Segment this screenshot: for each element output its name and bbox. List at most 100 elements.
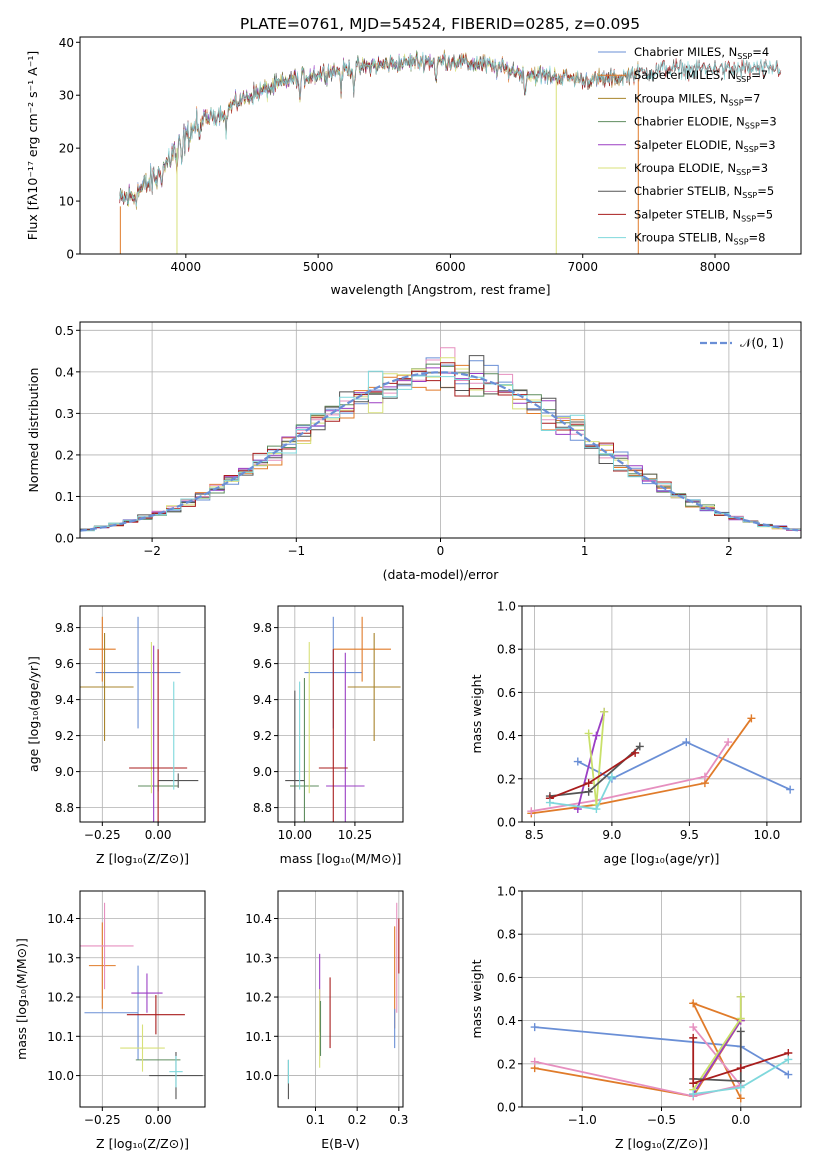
y-tick-label: 0.4 [497,729,516,743]
legend-text: Kroupa MILES, N [634,91,729,105]
axes-frame [79,890,206,1108]
x-tick-label: 0.00 [145,1113,172,1127]
axes-frame [277,890,404,1108]
x-tick-label: 9.5 [680,828,699,842]
axes-frame [79,36,802,255]
x-tick-label: 0.2 [348,1113,367,1127]
legend-suffix: =3 [751,161,768,175]
x-axis-label: (data-model)/error [383,567,500,582]
axes-frame [277,605,404,823]
y-tick-label: 8.8 [253,801,272,815]
x-tick-label: 0.3 [389,1113,408,1127]
y-tick-label: 10.0 [245,1069,272,1083]
mass-vs-z-panel: −0.25 0.00 10.0 10.1 10.2 10.3 10.4 Z [log₁₀(Z/… [14,890,206,1151]
y-tick-label: 9.6 [253,657,272,671]
y-tick-label: 10.1 [245,1030,272,1044]
y-tick-label: 9.4 [55,693,74,707]
y-tick-label: 0.1 [55,490,74,504]
legend-text: Kroupa STELIB, N [634,231,734,245]
figure-title: PLATE=0761, MJD=54524, FIBERID=0285, z=0… [240,15,640,33]
age-vs-mass-panel: 10.00 10.25 8.8 9.0 9.2 9.4 9.6 9.8 mass [log₁₀(… [253,605,404,866]
y-tick-label: 9.8 [253,621,272,635]
x-tick-label: −0.5 [647,1113,676,1127]
plot-area [278,891,403,1107]
legend-subscript: SSP [729,98,744,107]
x-axis-label: Z [log₁₀(Z/Z⊙)] [96,1136,189,1151]
y-tick-label: 0.2 [55,448,74,462]
y-tick-label: 0.8 [497,643,516,657]
legend-subscript: SSP [736,75,751,84]
plot-area [522,606,801,822]
legend-text: Chabrier STELIB, N [634,184,742,198]
legend-suffix: =3 [760,115,777,129]
spectrum-panel: 4000 5000 6000 7000 8000 0 10 20 30 40 wavelength … [25,36,802,297]
y-tick-label: 0.3 [55,407,74,421]
x-tick-label: 10.0 [754,828,781,842]
y-tick-label: 8.8 [55,801,74,815]
weight-marker [635,742,644,751]
y-tick-label: 0.2 [497,772,516,786]
plot-area [80,606,205,822]
plot-area [119,49,782,254]
y-tick-label: 10.0 [47,1069,74,1083]
y-tick-label: 0 [66,248,74,262]
y-tick-label: 9.8 [55,621,74,635]
weight-marker [736,992,745,1001]
y-tick-label: 0.0 [55,532,74,546]
residuals-panel: −2 −1 0 1 2 0.0 0.1 0.2 0.3 0.4 0.5 (data-model)/er… [26,321,802,582]
weight-vs-z-panel: −1.0 −0.5 0.0 0.0 0.2 0.4 0.6 0.8 1.0 Z [log₁₀(Z/… [469,885,802,1151]
weight-marker [592,805,601,814]
weight-line [692,1037,789,1085]
weight-marker [724,738,733,747]
y-tick-label: 0.2 [497,1057,516,1071]
y-tick-label: 9.6 [55,657,74,671]
x-axis-label: mass [log₁₀(M/M⊙)] [280,851,402,866]
y-tick-label: 1.0 [497,885,516,899]
legend-subscript: SSP [737,52,752,61]
weight-marker [584,729,593,738]
axes-frame [521,605,802,823]
weight-marker [689,1023,698,1032]
legend-subscript: SSP [741,214,756,223]
x-tick-label: 8.5 [525,828,544,842]
legend-text: Salpeter ELODIE, N [634,138,744,152]
x-tick-label: −0.25 [84,828,121,842]
weight-marker [736,1083,745,1092]
weight-marker [736,1027,745,1036]
x-tick-label: 2 [725,544,733,558]
y-tick-label: 0.0 [497,1101,516,1115]
y-tick-label: 0.6 [497,686,516,700]
y-tick-label: 0.8 [497,928,516,942]
legend-suffix: =8 [749,231,766,245]
spectrum-line [119,53,557,207]
y-tick-label: 9.2 [253,729,272,743]
weight-marker [786,785,795,794]
x-tick-label: 0.1 [306,1113,325,1127]
plot-area [522,891,801,1107]
x-tick-label: −1.0 [568,1113,597,1127]
weight-marker [600,707,609,716]
x-tick-label: 9.0 [602,828,621,842]
legend-subscript: SSP [736,168,751,177]
y-axis-label: age [log₁₀(age/yr)] [26,656,41,772]
weight-marker [784,1070,793,1079]
x-axis-label: wavelength [Angstrom, rest frame] [330,282,550,297]
x-tick-label: 10.25 [338,828,372,842]
weight-marker [689,1090,698,1099]
x-tick-label: −1 [287,544,305,558]
weight-marker [689,1033,698,1042]
weight-marker [682,738,691,747]
x-tick-label: 10.00 [278,828,312,842]
y-tick-label: 0.5 [55,324,74,338]
x-tick-label: 0.0 [731,1113,750,1127]
legend-subscript: SSP [734,238,749,247]
y-tick-label: 30 [59,89,74,103]
legend-suffix: =3 [759,138,776,152]
x-tick-label: 4000 [171,260,202,274]
weight-marker [573,757,582,766]
y-tick-label: 10.2 [245,991,272,1005]
y-tick-label: 1.0 [497,600,516,614]
y-tick-label: 9.0 [253,765,272,779]
plot-area [278,606,403,822]
legend-entry: Salpeter MILES, NSSP=7 [634,68,768,84]
